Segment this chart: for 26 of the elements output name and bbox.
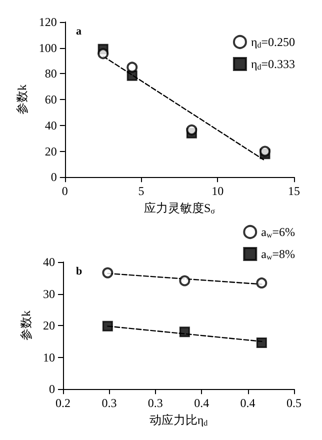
- y-axis-title: 参数k: [19, 310, 34, 341]
- y-tick-label: 100: [38, 40, 57, 55]
- annotation: a: [76, 26, 82, 38]
- x-tick-label: 15: [288, 184, 300, 198]
- y-tick-label: 20: [43, 318, 55, 333]
- y-tick-label: 0: [49, 382, 55, 396]
- annotation: b: [76, 266, 82, 278]
- x-tick-label: 0.4: [194, 396, 210, 410]
- y-tick-label: 60: [44, 92, 57, 107]
- x-tick-label: 10: [212, 184, 224, 198]
- x-tick-label: 0.5: [286, 396, 302, 410]
- x-tick-label: 0.3: [102, 396, 117, 410]
- y-tick-label: 40: [44, 118, 57, 132]
- y-tick-label: 0: [50, 170, 57, 184]
- x-tick-label: 5: [138, 184, 144, 198]
- y-axis-title: 参数k: [15, 84, 29, 115]
- y-tick-label: 40: [43, 255, 55, 269]
- x-tick-label: 0.2: [56, 396, 70, 410]
- y-tick-label: 20: [44, 144, 57, 158]
- x-tick-label: 0: [62, 184, 68, 198]
- y-tick-label: 120: [38, 15, 57, 29]
- y-tick-label: 30: [43, 286, 55, 301]
- x-tick-label: 0.3: [148, 396, 163, 410]
- y-tick-label: 10: [43, 350, 55, 364]
- y-tick-label: 80: [44, 66, 57, 81]
- x-tick-label: 0.4: [240, 396, 256, 410]
